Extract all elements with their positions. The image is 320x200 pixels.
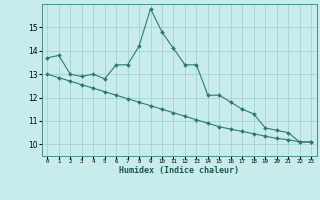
X-axis label: Humidex (Indice chaleur): Humidex (Indice chaleur) (119, 166, 239, 175)
